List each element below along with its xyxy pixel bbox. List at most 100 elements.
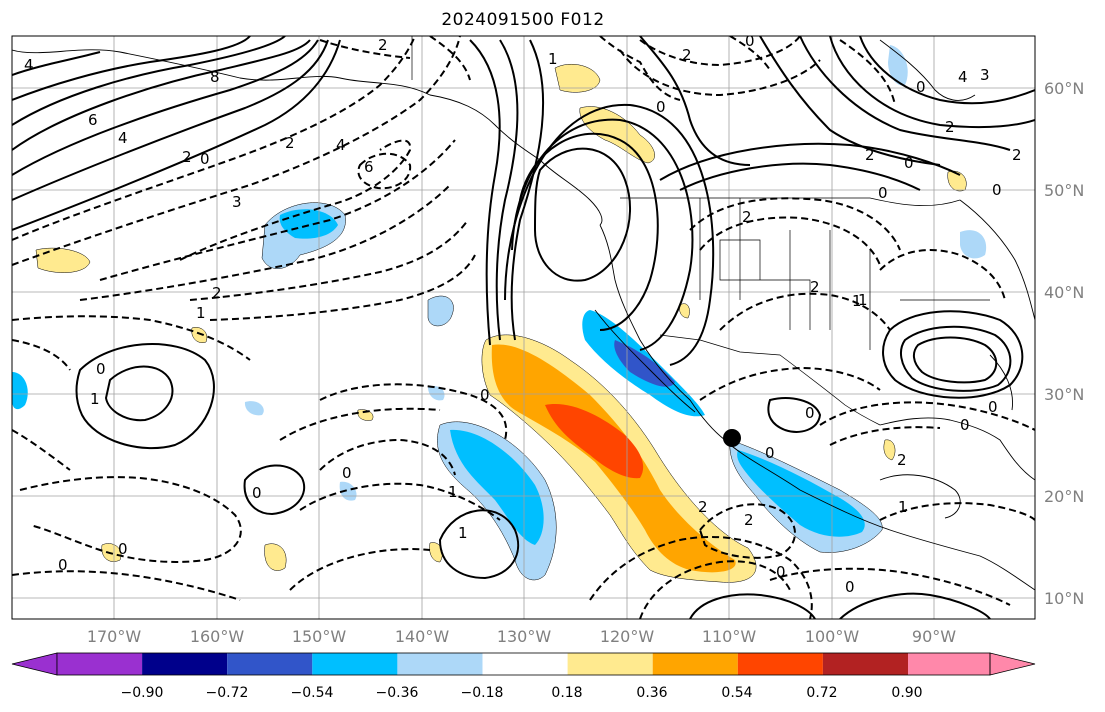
contour-line: [12, 570, 241, 601]
contour-label: 1: [852, 292, 862, 310]
contour-line: [12, 39, 329, 201]
contour-line: [839, 592, 991, 619]
contour-line: [767, 397, 822, 433]
contour-label: 0: [342, 464, 352, 482]
contour-label: 2: [698, 498, 708, 516]
contour-line: [79, 184, 451, 301]
positive-anomaly-region: [191, 327, 208, 343]
contour-label: 0: [118, 540, 128, 558]
contour-line: [619, 49, 821, 97]
negative-anomaly-core: [614, 340, 675, 387]
contour-label: 3: [980, 66, 990, 84]
contour-label: 3: [232, 193, 242, 211]
contour-line: [533, 147, 631, 282]
lat-label: 40°N: [1044, 283, 1084, 302]
gulf-coast: [879, 417, 1035, 481]
negative-anomaly-region: [888, 45, 908, 86]
colorbar-bin: [737, 653, 823, 675]
lon-label: 120°W: [600, 627, 655, 646]
contour-label: 0: [776, 563, 786, 581]
contour-label: 2: [1012, 146, 1022, 164]
colorbar-bin: [312, 653, 398, 675]
contour-line: [12, 39, 319, 176]
contour-label: 0: [805, 404, 815, 422]
lat-label: 20°N: [1044, 487, 1084, 506]
positive-anomaly-region: [357, 409, 374, 421]
storm-center-marker: [723, 429, 741, 447]
colorbar-bin: [397, 653, 483, 675]
contour-label: 1: [858, 291, 868, 309]
colorbar-bin: [822, 653, 908, 675]
lon-label: 150°W: [292, 627, 347, 646]
contour-line: [879, 502, 1035, 521]
contour-line: [912, 336, 998, 384]
contour-label: 0: [904, 154, 914, 172]
contour-label: 0: [916, 78, 926, 96]
contour-line: [699, 216, 881, 266]
contour-line: [659, 142, 961, 181]
contour-label: 2: [810, 278, 820, 296]
solid-contours: [12, 36, 1035, 619]
contour-label: 2: [744, 511, 754, 529]
contour-line: [719, 292, 891, 331]
contour-label: 1: [458, 524, 468, 542]
contour-label: 2: [865, 146, 875, 164]
contour-label: 1: [196, 304, 206, 322]
contour-line: [319, 383, 508, 441]
contour-line: [209, 254, 476, 321]
colorbar: −0.90 −0.72 −0.54 −0.36 −0.18 0.18 0.36 …: [11, 652, 1036, 701]
contour-line: [279, 407, 441, 441]
negative-anomaly-core: [737, 450, 865, 537]
lat-label: 50°N: [1044, 181, 1084, 200]
longitude-axis: 170°W 160°W 150°W 140°W 130°W 120°W 110°…: [87, 627, 956, 646]
contour-line: [12, 429, 71, 471]
map-plot-area: 2 1 0 2 0 8 6 4 2 0 2 4 3 6 1 2 1 0 0 2 …: [12, 36, 1035, 619]
contour-line: [99, 139, 456, 281]
colorbar-frame: [56, 652, 991, 676]
colorbar-bin: [227, 653, 313, 675]
colorbar-bin: [908, 653, 990, 675]
colorbar-tick-label: 0.18: [551, 685, 582, 701]
contour-line: [12, 36, 286, 126]
contour-label: 0: [200, 150, 210, 168]
contour-line: [75, 343, 215, 450]
lon-label: 130°W: [497, 627, 552, 646]
plot-frame: [11, 35, 1036, 620]
contour-line: [511, 118, 694, 351]
colorbar-bin: [482, 653, 568, 675]
contour-line: [319, 39, 411, 59]
positive-anomaly-region: [679, 303, 690, 319]
lon-label: 170°W: [87, 627, 142, 646]
negative-anomaly-region: [428, 386, 445, 401]
negative-anomaly-region: [12, 372, 28, 410]
contour-label: 4: [118, 129, 128, 147]
colorbar-bin: [567, 653, 653, 675]
colorbar-tick-label: 0.36: [636, 685, 667, 701]
contour-label: 0: [480, 386, 490, 404]
map-title: 2024091500 F012: [441, 10, 605, 30]
positive-anomaly-region: [883, 439, 896, 461]
contour-label: 6: [364, 158, 374, 176]
contour-line: [899, 325, 1012, 392]
alaska-coast: [12, 49, 603, 226]
contour-label: 2: [182, 148, 192, 166]
us-canada-border: [620, 197, 961, 206]
contour-label: 0: [988, 398, 998, 416]
contour-label: 1: [90, 390, 100, 408]
lat-label: 10°N: [1044, 589, 1084, 608]
contour-line: [599, 36, 681, 101]
strong-anomaly-core: [545, 404, 644, 479]
contour-line: [839, 39, 896, 106]
contour-line: [104, 365, 174, 422]
contour-line: [243, 464, 306, 516]
contour-label: 2: [378, 36, 388, 54]
contour-label: 2: [285, 134, 295, 152]
contour-label: 1: [448, 483, 458, 501]
contour-label: 0: [960, 416, 970, 434]
dashed-contours: [12, 36, 1035, 619]
contour-line: [819, 401, 1035, 431]
graticule: [12, 36, 1035, 619]
contour-line: [469, 39, 501, 346]
contour-label: 0: [992, 181, 1002, 199]
